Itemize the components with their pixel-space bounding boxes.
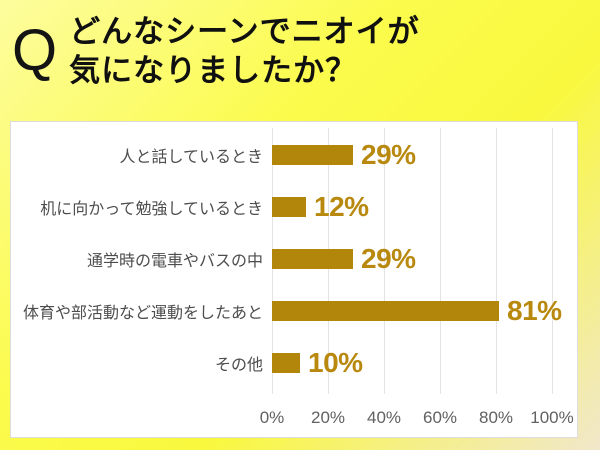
question-mark-icon: Q xyxy=(12,18,58,84)
question-header: Q どんなシーンでニオイが 気になりましたか？ xyxy=(12,12,588,90)
value-label: 81% xyxy=(507,295,562,326)
chart-row: 人と話しているとき 29% xyxy=(11,129,577,181)
category-label: 体育や部活動など運動をしたあと xyxy=(22,305,263,322)
chart-row: 通学時の電車やバスの中 29% xyxy=(11,233,577,285)
title-line-2: 気になりましたか？ xyxy=(69,53,358,89)
category-label: 人と話しているとき xyxy=(119,149,263,166)
value-label: 10% xyxy=(308,347,363,378)
value-label: 29% xyxy=(361,243,416,274)
value-label: 29% xyxy=(361,139,416,170)
category-label: その他 xyxy=(214,357,263,374)
gridline xyxy=(552,128,553,394)
chart-row: 体育や部活動など運動をしたあと 81% xyxy=(11,285,577,337)
bar xyxy=(272,353,300,373)
gridline xyxy=(384,128,385,394)
chart-rows: 人と話しているとき 29% 机に向かって勉強しているとき 12% 通学時の電車やバスの中… xyxy=(11,129,577,389)
x-tick-label: 40% xyxy=(366,408,402,427)
chart-panel: 人と話しているとき 29% 机に向かって勉強しているとき 12% 通学時の電車やバスの中… xyxy=(10,121,578,438)
bar xyxy=(272,197,306,217)
bar xyxy=(272,249,353,269)
category-label: 通学時の電車やバスの中 xyxy=(86,253,263,270)
bar xyxy=(272,145,353,165)
title-line-1: どんなシーンでニオイが xyxy=(69,14,420,49)
bar xyxy=(272,301,499,321)
chart-row: その他 10% xyxy=(11,337,577,389)
x-tick-label: 80% xyxy=(478,408,514,427)
category-label: 机に向かって勉強しているとき xyxy=(40,201,263,218)
x-tick-label: 60% xyxy=(422,408,458,427)
value-label: 12% xyxy=(314,191,369,222)
gridline xyxy=(440,128,441,394)
x-tick-label: 0% xyxy=(259,408,285,427)
page-title: どんなシーンでニオイが 気になりましたか？ xyxy=(69,12,419,90)
gridline xyxy=(496,128,497,394)
x-tick-label: 20% xyxy=(310,408,346,427)
x-tick-label: 100% xyxy=(530,408,574,427)
chart-row: 机に向かって勉強しているとき 12% xyxy=(11,181,577,233)
